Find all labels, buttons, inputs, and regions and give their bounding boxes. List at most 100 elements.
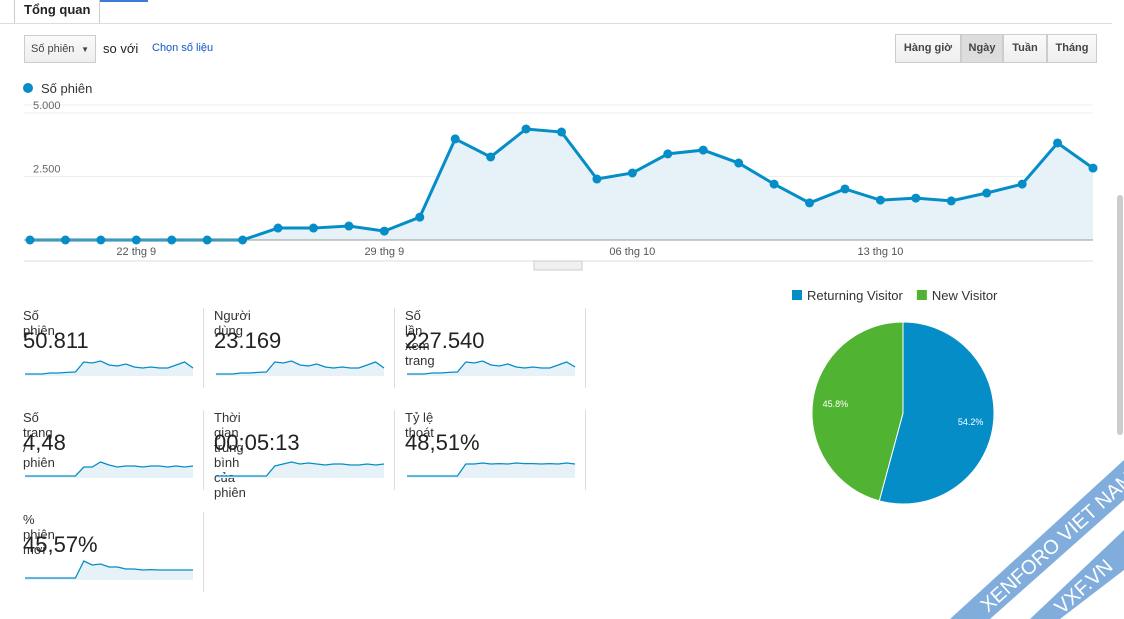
point <box>1088 163 1098 173</box>
point <box>557 127 566 137</box>
sparkline-line <box>25 360 194 375</box>
metric-value: 4,48 <box>23 430 66 455</box>
choose-metric-link[interactable]: Chọn số liệu <box>152 42 214 54</box>
pie-slice <box>811 321 904 502</box>
metric-value: 45,57% <box>23 532 98 557</box>
point <box>734 158 744 168</box>
metric-card <box>394 410 395 490</box>
legend-swatch <box>916 290 927 300</box>
sparkline-area <box>407 361 575 376</box>
sparkline-area <box>216 462 384 478</box>
sparkline <box>407 462 576 478</box>
point <box>379 226 389 236</box>
point <box>450 134 460 144</box>
slice-label: 54.2% <box>958 417 984 427</box>
point <box>202 235 212 245</box>
point <box>698 145 708 155</box>
legend-swatch <box>792 290 802 300</box>
point <box>25 235 35 245</box>
point <box>627 168 637 178</box>
point <box>1017 179 1027 189</box>
tab-indicator <box>100 0 148 2</box>
sparkline <box>25 560 193 580</box>
metric-card <box>394 308 395 388</box>
granularity-button[interactable]: Ngày <box>961 34 1003 63</box>
slice-label: 45.8% <box>823 399 849 409</box>
metric-value: 227.540 <box>405 328 485 353</box>
watermark: XENFORO VIET NAM VXF.VN <box>950 460 1124 619</box>
line-chart: Số phiên 2.500 5.000 22 thg 9 29 thg 9 06 thg… <box>23 81 1098 271</box>
granularity-button[interactable]: Hàng giờ <box>895 34 961 63</box>
point <box>308 223 318 233</box>
metric-value: 00:05:13 <box>214 430 300 455</box>
sparkline-line <box>25 560 193 579</box>
granularity-button[interactable]: Tháng <box>1047 34 1097 63</box>
sparkline-line <box>216 360 385 375</box>
legend-label: New Visitor <box>932 288 998 303</box>
point <box>1053 138 1063 148</box>
point <box>805 198 815 208</box>
sparkline-area <box>216 361 384 376</box>
dropdown-label: Số phiên <box>31 43 75 55</box>
point <box>911 193 921 203</box>
metric-card <box>203 512 204 592</box>
sparkline <box>407 360 576 376</box>
point <box>769 179 779 189</box>
point <box>840 184 850 194</box>
sparkline <box>216 461 385 478</box>
sparkline-area <box>25 561 193 580</box>
sparkline <box>216 360 385 376</box>
area <box>30 129 1093 240</box>
point <box>131 235 141 245</box>
divider <box>0 23 1112 24</box>
metric-card <box>203 410 204 490</box>
metric-card <box>585 308 586 388</box>
point <box>521 124 531 134</box>
point <box>60 235 70 245</box>
legend-label: Số phiên <box>41 81 92 96</box>
metric-card <box>585 410 586 490</box>
point <box>238 235 248 245</box>
point <box>167 235 177 245</box>
metric-dropdown[interactable]: Số phiên ▼ <box>24 35 96 63</box>
watermark-band <box>950 460 1124 619</box>
sparkline-area <box>407 463 575 478</box>
point <box>982 188 992 198</box>
point <box>415 212 425 222</box>
metric-label: Tỷ lệ thoát <box>405 410 434 440</box>
compare-label: so với <box>103 41 139 56</box>
pie-slice <box>878 321 995 505</box>
sparkline <box>25 461 194 478</box>
metric-label: Số lần xem trang <box>405 308 435 368</box>
point <box>96 235 106 245</box>
metric-label: % phiên mới <box>23 512 55 557</box>
point <box>592 174 602 184</box>
sparkline-area <box>25 361 193 376</box>
sparkline-line <box>407 360 576 375</box>
point <box>663 149 673 159</box>
sparkline <box>25 360 194 376</box>
legend-dot <box>23 83 33 93</box>
metric-label: Số phiên <box>23 308 55 338</box>
x-tick-label: 29 thg 9 <box>364 246 404 258</box>
metric-value: 50.811 <box>23 328 89 353</box>
metric-value: 23.169 <box>214 328 282 353</box>
metric-label: Số trang / phiên <box>23 410 55 470</box>
sparkline-line <box>407 462 576 477</box>
dropdown-arrow: ▼ <box>81 45 89 54</box>
watermark-band <box>1030 530 1124 619</box>
legend-label: Returning Visitor <box>807 288 904 303</box>
pie-chart: Returning Visitor New Visitor 54.2% 45.8% <box>792 288 998 505</box>
watermark-text: XENFORO VIET NAM <box>977 468 1124 617</box>
granularity-group: Hàng giờ Ngày Tuần Tháng <box>895 34 1097 63</box>
metric-value: 48,51% <box>405 430 480 455</box>
metric-card <box>203 308 204 388</box>
sparkline-line <box>216 461 385 477</box>
tab[interactable]: Tổng quan <box>14 0 101 24</box>
point <box>875 195 885 205</box>
x-tick-label: 22 thg 9 <box>116 246 156 258</box>
scrollbar[interactable] <box>1117 195 1123 435</box>
granularity-button[interactable]: Tuần <box>1003 34 1047 63</box>
point <box>273 223 283 233</box>
